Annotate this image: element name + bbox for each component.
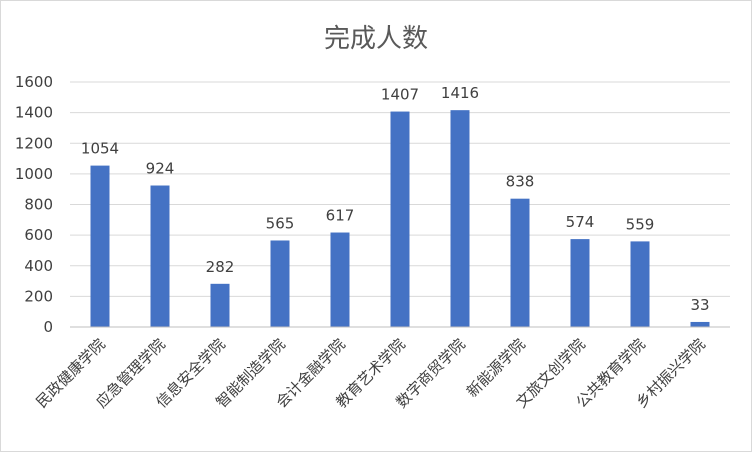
bar	[210, 283, 230, 327]
bar	[150, 185, 170, 327]
y-tick-label: 800	[24, 196, 53, 214]
data-label: 1407	[381, 86, 419, 104]
category-labels: 民政健康学院应急管理学院信息安全学院智能制造学院会计金融学院教育艺术学院数字商贸…	[32, 335, 708, 411]
data-label: 282	[206, 258, 235, 276]
y-tick-label: 1200	[15, 134, 53, 152]
y-tick-label: 600	[24, 226, 53, 244]
bar	[330, 232, 350, 327]
bar	[270, 240, 290, 327]
y-tick-label: 1000	[15, 165, 53, 183]
y-axis-ticks: 0 200 400 600 800 1000 1200 1400 1600	[15, 73, 53, 336]
bar	[450, 110, 470, 327]
bar	[90, 165, 110, 327]
y-tick-label: 400	[24, 257, 53, 275]
bar	[630, 241, 650, 327]
data-label: 838	[506, 173, 535, 191]
chart-title: 完成人数	[324, 24, 428, 54]
data-label: 924	[146, 160, 175, 178]
y-tick-label: 0	[43, 318, 53, 336]
data-label: 565	[266, 214, 295, 232]
bar	[690, 321, 710, 327]
data-label: 617	[326, 207, 355, 225]
bars	[90, 110, 710, 327]
y-tick-label: 1600	[15, 73, 53, 91]
y-tick-label: 1400	[15, 104, 53, 122]
data-label: 1416	[441, 84, 479, 102]
data-label: 574	[566, 213, 595, 231]
data-labels: 1054 924 282 565 617 1407 1416 838 574 559 33	[81, 84, 710, 314]
data-label: 559	[626, 215, 655, 233]
data-label: 33	[690, 296, 709, 314]
bar	[570, 239, 590, 327]
y-tick-label: 200	[24, 287, 53, 305]
bar	[390, 111, 410, 327]
bar	[510, 198, 530, 327]
data-label: 1054	[81, 140, 119, 158]
